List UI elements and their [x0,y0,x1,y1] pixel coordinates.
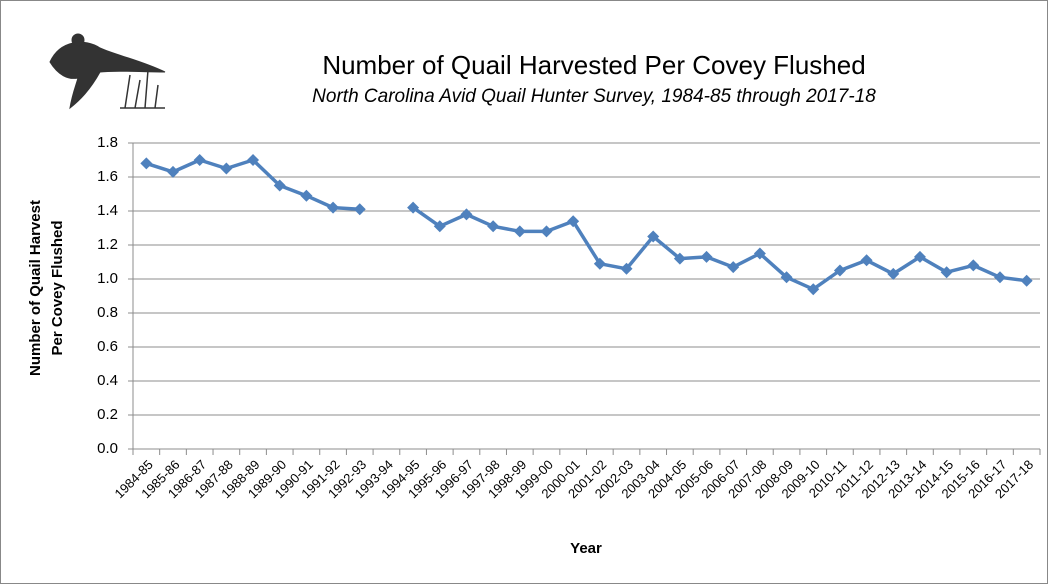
marker [513,225,526,238]
y-tick-label: 0.4 [97,372,118,389]
marker [433,220,446,233]
marker [220,162,233,175]
marker [1020,274,1033,287]
marker [700,250,713,263]
chart-title: Number of Quail Harvested Per Covey Flus… [322,50,865,80]
marker [993,271,1006,284]
marker [833,264,846,277]
y-tick-label: 0.2 [97,406,118,423]
marker [807,283,820,296]
marker [407,201,420,214]
marker [460,208,473,221]
y-tick-label: 1.0 [97,270,118,287]
marker [860,254,873,267]
y-tick-label: 0.8 [97,304,118,321]
marker [247,154,260,166]
marker [193,154,206,166]
marker [353,203,366,216]
marker [167,165,180,178]
marker [727,261,740,274]
marker [540,225,553,238]
marker [567,215,580,228]
marker [967,259,980,272]
y-axis-label: Per Covey Flushed [49,220,66,355]
marker [887,267,900,280]
y-tick-label: 1.6 [97,168,118,185]
marker [487,220,500,233]
y-axis-label: Number of Quail Harvest [27,200,44,376]
marker [780,271,793,284]
marker [940,266,953,279]
marker [620,262,633,275]
y-tick-label: 1.4 [97,202,118,219]
y-tick-label: 1.8 [97,134,118,151]
marker [753,247,766,260]
marker [327,201,340,214]
x-axis-label: Year [570,540,602,557]
marker [300,189,313,202]
marker [593,257,606,270]
marker [140,157,153,170]
marker [273,179,286,192]
y-tick-label: 0.6 [97,338,118,355]
marker [913,250,926,263]
bird-icon [49,33,166,110]
marker [673,252,686,265]
chart-subtitle: North Carolina Avid Quail Hunter Survey,… [312,86,876,107]
y-tick-label: 1.2 [97,236,118,253]
y-tick-label: 0.0 [97,440,118,457]
marker [647,230,660,243]
